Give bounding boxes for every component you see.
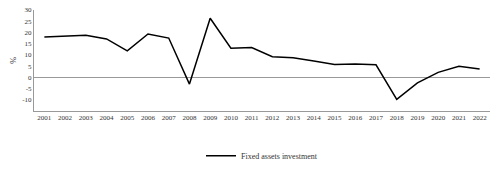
svg-text:2019: 2019 xyxy=(410,114,425,122)
svg-text:2003: 2003 xyxy=(79,114,94,122)
svg-text:2015: 2015 xyxy=(328,114,343,122)
svg-text:-10: -10 xyxy=(22,96,32,104)
svg-text:-5: -5 xyxy=(26,85,32,93)
svg-text:10: 10 xyxy=(25,51,33,59)
svg-text:5: 5 xyxy=(28,63,32,71)
svg-text:2014: 2014 xyxy=(307,114,322,122)
svg-text:20: 20 xyxy=(25,29,33,37)
svg-text:2017: 2017 xyxy=(369,114,384,122)
svg-text:2007: 2007 xyxy=(162,114,177,122)
svg-text:25: 25 xyxy=(25,18,33,26)
svg-text:2006: 2006 xyxy=(141,114,156,122)
svg-text:2005: 2005 xyxy=(120,114,134,122)
svg-text:2012: 2012 xyxy=(265,114,280,122)
svg-text:2016: 2016 xyxy=(348,114,363,122)
svg-text:0: 0 xyxy=(28,74,32,82)
svg-text:Fixed assets investment: Fixed assets investment xyxy=(241,152,318,161)
svg-text:2004: 2004 xyxy=(100,114,115,122)
svg-text:2013: 2013 xyxy=(286,114,301,122)
svg-text:15: 15 xyxy=(25,40,33,48)
svg-text:2010: 2010 xyxy=(224,114,239,122)
svg-text:%: % xyxy=(9,57,18,64)
svg-text:2001: 2001 xyxy=(37,114,52,122)
svg-text:2009: 2009 xyxy=(203,114,218,122)
svg-text:2021: 2021 xyxy=(452,114,467,122)
svg-text:2022: 2022 xyxy=(473,114,488,122)
svg-text:30: 30 xyxy=(25,6,33,14)
svg-text:2018: 2018 xyxy=(390,114,405,122)
svg-text:2008: 2008 xyxy=(182,114,197,122)
svg-text:2020: 2020 xyxy=(431,114,446,122)
svg-text:2002: 2002 xyxy=(58,114,73,122)
svg-text:2011: 2011 xyxy=(245,114,259,122)
